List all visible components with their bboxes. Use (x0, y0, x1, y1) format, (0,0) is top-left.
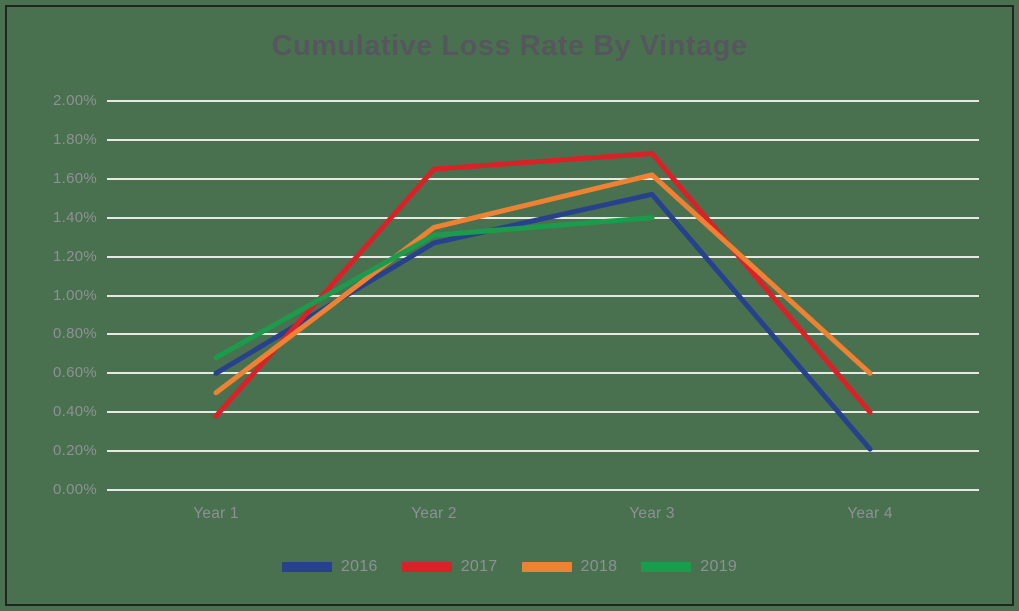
legend-label: 2018 (580, 558, 618, 575)
legend-swatch-2019 (641, 562, 692, 572)
legend-item-2018: 2018 (521, 558, 618, 576)
x-tick-label: Year 3 (629, 505, 675, 522)
y-tick-label: 1.60% (52, 169, 97, 187)
series-line-2017 (213, 151, 873, 419)
y-tick-label: 0.00% (52, 481, 97, 498)
series-line-2019 (213, 215, 655, 361)
legend-swatch-2017 (401, 562, 452, 572)
y-tick-label: 1.00% (52, 286, 97, 304)
series-line-2018 (213, 172, 873, 396)
gridline (107, 294, 979, 297)
gridline (107, 177, 979, 180)
gridline (107, 489, 979, 491)
y-tick-label: 0.20% (52, 442, 97, 460)
series-lines-canvas (213, 151, 873, 452)
gridline (107, 333, 979, 336)
legend-swatch-2018 (521, 562, 572, 572)
legend-label: 2016 (340, 558, 378, 575)
gridline (107, 255, 979, 258)
y-tick-label: 0.40% (52, 403, 97, 421)
x-tick-label: Year 1 (193, 505, 239, 522)
y-tick-label: 1.80% (52, 130, 97, 148)
legend-item-2019: 2019 (641, 558, 737, 576)
legend-item-2016: 2016 (281, 558, 378, 576)
chart-border (5, 5, 1014, 606)
y-tick-label: 1.40% (52, 208, 97, 226)
series-line-2016 (213, 191, 873, 452)
y-tick-label: 0.80% (52, 325, 97, 343)
y-tick-label: 2.00% (52, 92, 97, 109)
gridline (107, 450, 979, 453)
legend-swatch-2016 (281, 562, 332, 572)
y-tick-label: 1.20% (52, 247, 97, 265)
gridline (107, 411, 979, 414)
plot-area (107, 100, 979, 491)
x-tick-label: Year 4 (847, 505, 893, 522)
x-tick-label: Year 2 (411, 505, 457, 522)
chart-title: Cumulative Loss Rate By Vintage (271, 30, 748, 62)
legend: 2016 2017 2018 2019 (0, 555, 1019, 579)
gridline (107, 372, 979, 375)
legend-label: 2017 (460, 558, 498, 575)
gridline (107, 100, 979, 102)
y-tick-label: 0.60% (52, 364, 97, 382)
legend-label: 2019 (700, 558, 738, 575)
gridline (107, 138, 979, 141)
legend-item-2017: 2017 (401, 558, 498, 576)
